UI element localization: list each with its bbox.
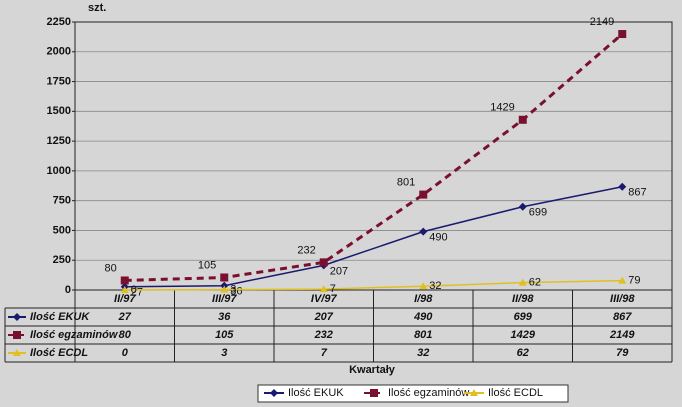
y-tick-label: 1500 <box>47 105 71 117</box>
table-cell: 232 <box>314 329 333 341</box>
table-legend-marker <box>13 331 21 339</box>
table-cell: 79 <box>616 347 629 359</box>
table-cell: 867 <box>613 311 632 323</box>
data-label: 79 <box>628 274 640 286</box>
x-tick-label: II/98 <box>512 293 534 305</box>
data-label: 2149 <box>590 16 614 28</box>
y-tick-label: 500 <box>53 224 71 236</box>
x-tick-label: III/98 <box>610 293 635 305</box>
data-label: 3 <box>230 284 236 296</box>
y-tick-label: 250 <box>53 254 71 266</box>
table-cell: 36 <box>218 311 231 323</box>
x-tick-label: I/98 <box>414 293 433 305</box>
table-legend-marker <box>13 313 21 321</box>
point <box>618 276 627 284</box>
point <box>220 273 229 282</box>
data-label: 62 <box>529 277 541 289</box>
table-cell: 2149 <box>609 329 635 341</box>
data-label: 80 <box>105 262 117 274</box>
data-label: 699 <box>529 207 547 219</box>
x-tick-label: IV/97 <box>311 293 338 305</box>
table-row-label: Ilość EKUK <box>30 311 90 323</box>
point <box>618 182 627 191</box>
table-legend-marker <box>13 349 21 356</box>
data-label: 0 <box>131 284 137 296</box>
x-axis-label: Kwartały <box>349 364 396 376</box>
table-cell: 0 <box>122 347 129 359</box>
point <box>120 276 129 285</box>
table-cell: 62 <box>517 347 529 359</box>
y-tick-label: 1250 <box>47 135 71 147</box>
legend-label: Ilość ECDL <box>488 387 543 399</box>
table-cell: 1429 <box>511 329 536 341</box>
data-label: 801 <box>397 176 415 188</box>
legend-marker <box>470 389 478 396</box>
data-label: 867 <box>628 187 646 199</box>
data-label: 490 <box>429 232 447 244</box>
series-line <box>124 185 623 288</box>
point <box>120 286 129 293</box>
data-label: 36 <box>230 286 242 298</box>
legend-label: Ilość egzaminów <box>388 387 469 399</box>
series-line <box>124 279 623 291</box>
point <box>319 285 328 293</box>
legend-label: Ilość EKUK <box>288 387 344 399</box>
point <box>618 30 627 39</box>
table-cell: 27 <box>118 311 132 323</box>
table-cell: 105 <box>215 329 234 341</box>
table-cell: 80 <box>119 329 132 341</box>
data-label: 1429 <box>490 102 514 114</box>
point <box>518 202 527 211</box>
y-axis-label: szt. <box>88 2 106 14</box>
point <box>220 285 229 293</box>
table-row-label: Ilość ECDL <box>30 347 88 359</box>
legend-marker <box>270 389 278 397</box>
point <box>419 227 428 236</box>
point <box>319 258 328 267</box>
y-tick-label: 2250 <box>47 16 71 28</box>
data-label: 32 <box>429 280 441 292</box>
point <box>419 282 428 290</box>
y-tick-label: 0 <box>65 284 71 296</box>
data-label: 105 <box>198 259 216 271</box>
data-label: 232 <box>297 244 315 256</box>
table-cell: 32 <box>417 347 429 359</box>
table-cell: 7 <box>321 347 328 359</box>
point <box>518 278 527 286</box>
table-cell: 699 <box>514 311 533 323</box>
table-cell: 3 <box>221 347 227 359</box>
y-tick-label: 1750 <box>47 75 71 87</box>
x-tick-label: II/97 <box>114 293 136 305</box>
point <box>518 115 527 124</box>
table-cell: 490 <box>413 311 433 323</box>
table-cell: 207 <box>314 311 334 323</box>
data-label: 7 <box>330 283 336 295</box>
y-tick-label: 750 <box>53 195 71 207</box>
point <box>419 190 428 199</box>
table-cell: 801 <box>414 329 432 341</box>
legend-marker <box>370 389 378 397</box>
table-row-label: Ilość egzaminów <box>30 329 119 341</box>
legend-box <box>257 384 569 403</box>
data-label: 207 <box>330 265 348 277</box>
x-tick-label: III/97 <box>212 293 237 305</box>
y-tick-label: 1000 <box>47 165 71 177</box>
y-tick-label: 2000 <box>47 46 71 58</box>
